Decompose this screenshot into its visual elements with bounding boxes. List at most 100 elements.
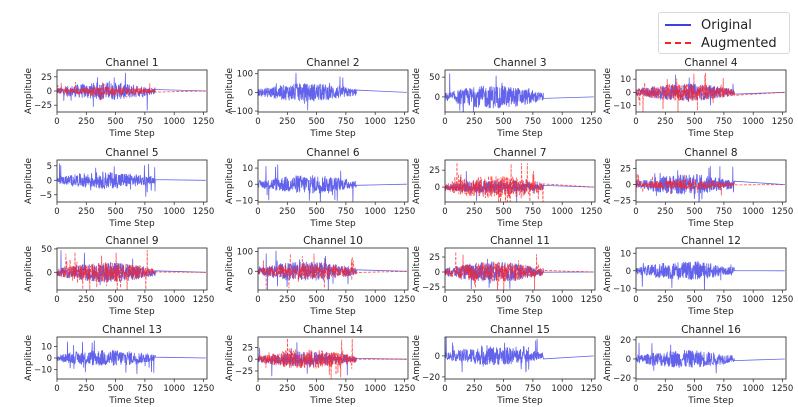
y-axis-label: Amplitude (24, 245, 34, 292)
x-tick-label: 750 (338, 117, 354, 127)
y-axis-label: Amplitude (603, 67, 613, 114)
x-tick-label: 250 (466, 207, 482, 217)
y-axis-label: Amplitude (603, 157, 613, 204)
subplot-title: Channel 6 (306, 147, 359, 159)
x-axis-label: Time Step (496, 307, 543, 317)
x-tick-label: 1250 (394, 295, 416, 305)
x-tick-label: 1000 (364, 384, 386, 394)
subplot-title: Channel 1 (105, 57, 158, 69)
original-trace (445, 73, 594, 112)
x-tick-label: 1000 (364, 117, 386, 127)
axes-frame (257, 159, 409, 203)
x-axis-label: Time Step (687, 307, 734, 317)
x-axis-label: Time Step (309, 307, 356, 317)
x-tick-label: 1250 (193, 207, 215, 217)
x-tick-label: 750 (137, 207, 153, 217)
augmented-line-swatch (665, 42, 691, 44)
y-axis-label: Amplitude (225, 334, 235, 381)
subplot-channel-9: Channel 9 0 250 500 750 1000 1250 0 50 Time Step A… (24, 235, 214, 317)
x-tick-label: 250 (657, 384, 673, 394)
y-tick-label: −25 (422, 283, 440, 293)
augmented-trace (636, 72, 785, 112)
x-tick-label: 250 (657, 117, 673, 127)
axes-frame (444, 247, 596, 291)
original-trace (258, 164, 407, 202)
x-tick-label: 750 (525, 384, 541, 394)
subplot-title: Channel 10 (303, 235, 363, 247)
x-axis-label: Time Step (496, 129, 543, 139)
x-tick-label: 0 (442, 117, 447, 127)
y-tick-label: −20 (613, 374, 631, 384)
y-tick-label: −25 (34, 101, 52, 111)
x-tick-label: 1000 (551, 295, 573, 305)
x-tick-label: 1000 (364, 207, 386, 217)
y-tick-label: 25 (429, 166, 440, 176)
y-tick-label: −10 (34, 366, 52, 376)
y-tick-label: 0 (248, 267, 253, 277)
x-tick-label: 0 (633, 384, 638, 394)
y-tick-label: −10 (613, 284, 631, 294)
x-tick-label: 0 (442, 384, 447, 394)
y-axis-label: Amplitude (603, 334, 613, 381)
axes-frame (257, 69, 409, 113)
x-axis-label: Time Step (108, 396, 155, 406)
original-trace (258, 72, 407, 111)
y-tick-label: 0 (435, 352, 440, 362)
x-tick-label: 1250 (772, 295, 794, 305)
axes-frame (257, 247, 409, 291)
y-tick-label: 0 (47, 87, 52, 97)
y-tick-label: −100 (230, 107, 253, 117)
y-tick-label: 0 (47, 268, 52, 278)
x-tick-label: 500 (495, 295, 511, 305)
y-tick-label: −5 (39, 191, 52, 201)
x-tick-label: 500 (308, 295, 324, 305)
original-trace (57, 340, 206, 374)
x-tick-label: 1000 (163, 207, 185, 217)
x-tick-label: 750 (338, 384, 354, 394)
x-tick-label: 1250 (772, 207, 794, 217)
axes-frame (635, 247, 787, 291)
x-tick-label: 750 (137, 295, 153, 305)
subplot-title: Channel 13 (102, 324, 162, 336)
y-tick-label: 0 (626, 267, 631, 277)
y-axis-label: Amplitude (225, 157, 235, 204)
x-tick-label: 0 (255, 117, 260, 127)
x-tick-label: 0 (633, 295, 638, 305)
subplot-title: Channel 3 (493, 57, 546, 69)
axes-frame (444, 69, 596, 113)
x-tick-label: 500 (107, 117, 123, 127)
legend-item-augmented: Augmented (665, 35, 777, 51)
x-axis-label: Time Step (108, 307, 155, 317)
augmented-trace (636, 173, 785, 196)
x-tick-label: 500 (686, 295, 702, 305)
subplot-title: Channel 11 (490, 235, 550, 247)
subplot-channel-7: Channel 7 0 250 500 750 1000 1250 0 25 Time Step A… (412, 147, 602, 229)
x-tick-label: 500 (495, 117, 511, 127)
x-tick-label: 1250 (581, 384, 603, 394)
x-tick-label: 750 (338, 207, 354, 217)
y-axis-label: Amplitude (412, 157, 422, 204)
x-tick-label: 750 (716, 117, 732, 127)
x-tick-label: 1250 (193, 295, 215, 305)
x-tick-label: 1250 (581, 207, 603, 217)
x-tick-label: 500 (107, 207, 123, 217)
x-tick-label: 1250 (394, 384, 416, 394)
y-tick-label: 0 (248, 355, 253, 365)
y-tick-label: 25 (429, 253, 440, 263)
original-trace (636, 260, 785, 290)
y-tick-label: 0 (248, 88, 253, 98)
x-tick-label: 250 (466, 295, 482, 305)
x-tick-label: 1000 (163, 295, 185, 305)
subplot-title: Channel 12 (681, 235, 741, 247)
x-tick-label: 750 (716, 207, 732, 217)
x-tick-label: 1250 (772, 117, 794, 127)
original-trace (636, 74, 785, 106)
subplot-channel-10: Channel 10 0 250 500 750 1000 1250 0 100 Time Ste… (225, 235, 415, 317)
x-tick-label: 500 (686, 384, 702, 394)
y-tick-label: 0 (47, 176, 52, 186)
y-tick-label: 0 (435, 268, 440, 278)
